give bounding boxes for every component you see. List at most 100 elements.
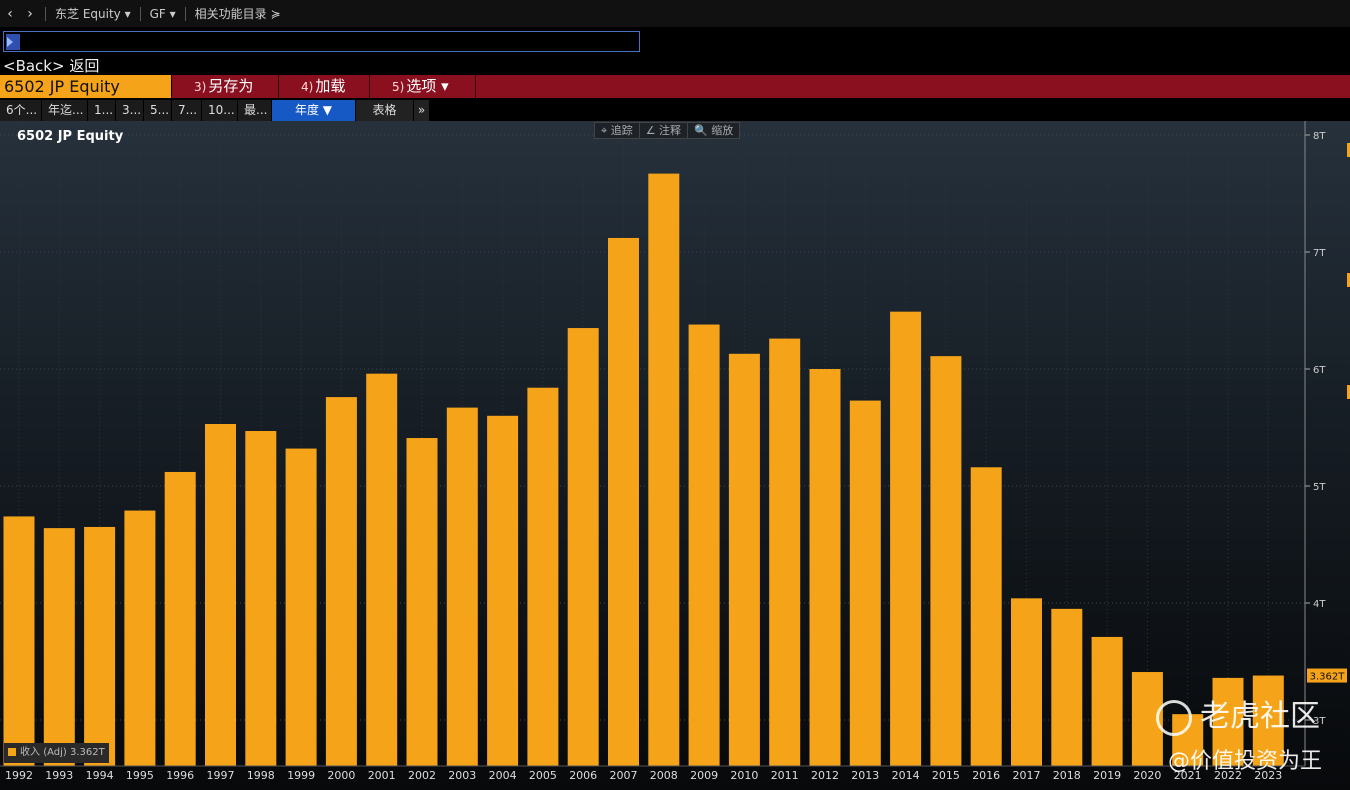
tab-5y[interactable]: 5... <box>144 100 172 121</box>
x-tick-label: 2004 <box>489 769 517 782</box>
x-tick-label: 1997 <box>207 769 235 782</box>
tab-10y[interactable]: 10... <box>202 100 238 121</box>
scroll-marker <box>1347 143 1350 157</box>
y-tick-label: 7T <box>1313 248 1326 259</box>
button-number: 4) <box>301 80 314 94</box>
function-menu[interactable]: GF ▾ <box>149 6 176 21</box>
x-tick-label: 2008 <box>650 769 678 782</box>
bar <box>1252 675 1284 766</box>
button-number: 5) <box>392 80 405 94</box>
back-arrow-icon[interactable]: ‹ <box>7 5 13 22</box>
bar <box>527 387 559 766</box>
button-number: 3) <box>194 80 207 94</box>
x-tick-label: 2020 <box>1133 769 1161 782</box>
options-button[interactable]: 5) 选项 ▾ <box>370 75 476 98</box>
bar <box>446 407 478 766</box>
legend-series: 收入 <box>20 747 40 758</box>
legend-adj: (Adj) <box>43 747 67 758</box>
bar <box>487 415 519 766</box>
tool-track[interactable]: ⌖ 追踪 <box>595 123 640 138</box>
x-tick-label: 2018 <box>1053 769 1081 782</box>
x-tick-label: 1993 <box>45 769 73 782</box>
tab-3y[interactable]: 3... <box>116 100 144 121</box>
tab-1y[interactable]: 1... <box>88 100 116 121</box>
x-tick-label: 2014 <box>892 769 920 782</box>
bar <box>366 373 398 766</box>
tiger-logo-icon <box>1156 699 1192 736</box>
bar <box>84 526 116 766</box>
y-tick-label: 3T <box>1313 716 1326 727</box>
watermark-handle: @价值投资为王 <box>1167 749 1322 774</box>
last-value-label: 3.362T <box>1310 672 1346 683</box>
chart-title: 6502 JP Equity <box>17 129 124 144</box>
bar <box>970 467 1002 766</box>
tab-table[interactable]: 表格 <box>356 100 414 121</box>
bar <box>809 369 841 766</box>
bar <box>849 400 881 766</box>
forward-arrow-icon[interactable]: › <box>27 5 33 22</box>
divider <box>45 6 46 21</box>
tab-ytd[interactable]: 年迄... <box>42 100 88 121</box>
bar <box>930 356 962 766</box>
y-tick-label: 6T <box>1313 365 1326 376</box>
tab-annual[interactable]: 年度 ▼ <box>272 100 356 121</box>
tool-zoom[interactable]: 🔍 缩放 <box>694 124 734 137</box>
bar <box>648 173 680 767</box>
tab-max[interactable]: 最... <box>238 100 272 121</box>
action-bar: 6502 JP Equity 3) 另存为 4) 加载 5) 选项 ▾ <box>0 75 1350 98</box>
y-tick-label: 8T <box>1313 131 1326 142</box>
bar <box>124 510 156 766</box>
y-tick-label: 5T <box>1313 482 1326 493</box>
tab-6m[interactable]: 6个... <box>0 100 42 121</box>
x-tick-label: 2007 <box>610 769 638 782</box>
scroll-marker <box>1347 273 1350 287</box>
x-tick-label: 2003 <box>448 769 476 782</box>
period-tabs: 6个... 年迄... 1... 3... 5... 7... 10... 最.… <box>0 100 1350 121</box>
legend-swatch <box>8 748 16 756</box>
x-tick-label: 1995 <box>126 769 154 782</box>
chart-canvas: 8T 7T 6T 5T 4T 3T 1992 1993 1994 1995 1996 1997 1998… <box>0 121 1347 782</box>
bar <box>1051 608 1083 766</box>
bar <box>890 311 922 766</box>
bar <box>285 448 317 766</box>
bar <box>567 328 599 766</box>
command-input[interactable] <box>3 31 640 52</box>
x-tick-label: 1994 <box>86 769 114 782</box>
x-tick-label: 2016 <box>972 769 1000 782</box>
bar <box>164 471 196 766</box>
x-tick-label: 2002 <box>408 769 436 782</box>
bar <box>728 353 760 766</box>
x-tick-label: 2021 <box>1174 769 1202 782</box>
related-functions-menu[interactable]: 相关功能目录 ≽ <box>194 7 281 21</box>
save-as-button[interactable]: 3) 另存为 <box>172 75 279 98</box>
tab-7y[interactable]: 7... <box>172 100 202 121</box>
bar <box>1011 598 1042 766</box>
bar <box>325 397 357 766</box>
x-tick-label: 2009 <box>690 769 718 782</box>
load-button[interactable]: 4) 加载 <box>279 75 370 98</box>
x-tick-label: 2006 <box>569 769 597 782</box>
security-menu[interactable]: 东芝 Equity ▾ <box>55 7 131 21</box>
revenue-chart: 8T 7T 6T 5T 4T 3T 1992 1993 1994 1995 1996 1997 1998… <box>0 121 1350 790</box>
y-tick-label: 4T <box>1313 599 1326 610</box>
bar <box>1212 677 1244 766</box>
button-label: 加载 <box>315 77 346 95</box>
x-tick-label: 2022 <box>1214 769 1242 782</box>
x-tick-label: 2005 <box>529 769 557 782</box>
tool-annotate[interactable]: ∠ 注释 <box>640 123 689 138</box>
watermark-text: 老虎社区 <box>1200 699 1320 734</box>
tab-more[interactable]: » <box>414 100 430 121</box>
bar <box>769 338 801 766</box>
divider <box>139 6 141 21</box>
scroll-marker <box>1347 385 1350 399</box>
watermark-logo: 老虎社区 <box>1156 691 1320 736</box>
ticker-field[interactable]: 6502 JP Equity <box>0 75 172 98</box>
chart-tools: ⌖ 追踪 ∠ 注释 🔍 缩放 <box>594 122 741 139</box>
back-link[interactable]: <Back> 返回 <box>3 57 100 75</box>
legend-value: 3.362T <box>69 747 105 758</box>
x-tick-label: 2000 <box>327 769 355 782</box>
x-tick-label: 2010 <box>730 769 758 782</box>
bar <box>406 438 438 766</box>
top-toolbar: ‹ › 东芝 Equity ▾ GF ▾ 相关功能目录 ≽ <box>0 0 1350 27</box>
bar <box>1091 636 1123 766</box>
